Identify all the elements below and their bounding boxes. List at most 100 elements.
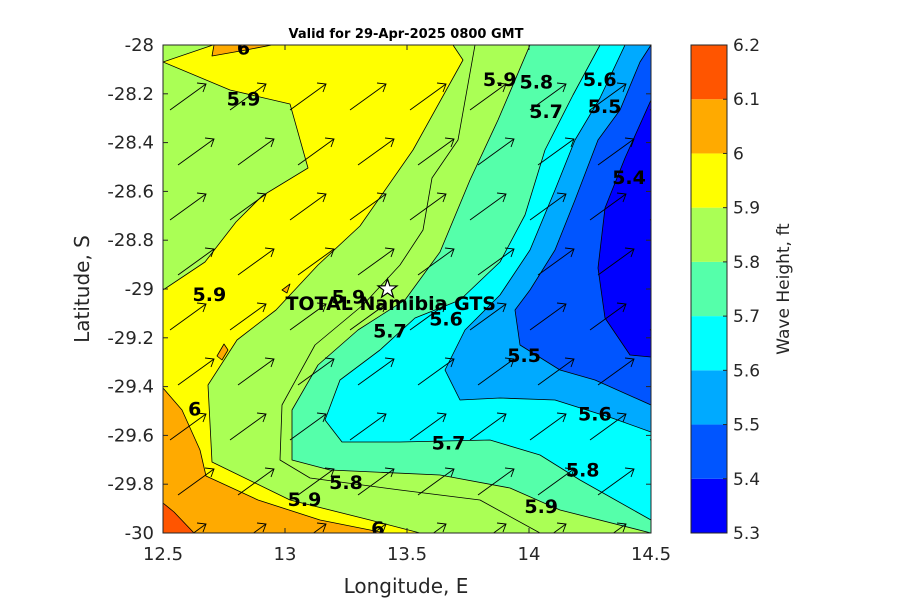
contour-label: 5.8 <box>566 460 600 482</box>
wave-direction-arrow <box>297 138 335 166</box>
colorbar-tick-label: 5.5 <box>733 416 760 436</box>
wave-direction-arrow <box>477 358 515 386</box>
y-tick-label: -28.4 <box>107 133 154 154</box>
colorbar-band <box>691 99 727 154</box>
x-tick-label: 14 <box>518 544 541 565</box>
contour-label: 5.7 <box>432 433 466 455</box>
wave-direction-arrow <box>477 248 515 276</box>
wave-direction-arrowhead <box>264 247 275 258</box>
colorbar-tick-label: 6.1 <box>733 90 760 110</box>
wave-direction-arrow <box>589 83 627 111</box>
y-tick-label: -29.6 <box>107 425 154 446</box>
wave-direction-arrowhead <box>256 412 267 423</box>
plot-area: 65.95.9 5.85.75.65.55.45.9 5.95.75.65.56 5.… <box>163 45 651 540</box>
x-axis-ticks: 12.5 13 13.5 14 14.5 <box>143 45 671 565</box>
station-star-icon <box>376 277 399 299</box>
wave-direction-arrowhead <box>264 357 275 368</box>
wave-direction-arrow <box>229 83 267 111</box>
wave-direction-arrow <box>409 413 447 441</box>
wave-direction-arrow <box>237 248 275 276</box>
wave-direction-arrowhead <box>496 302 507 313</box>
wave-direction-arrowhead <box>324 357 335 368</box>
wave-direction-arrowhead <box>316 302 327 313</box>
wave-direction-arrow <box>589 303 627 331</box>
wave-direction-arrowhead <box>256 302 267 313</box>
wave-direction-arrowhead <box>384 137 395 148</box>
contour-fills <box>163 45 651 533</box>
wave-direction-arrow <box>612 523 627 533</box>
wave-direction-arrowhead <box>264 137 275 148</box>
wave-direction-arrow <box>229 303 267 331</box>
wave-direction-arrowhead <box>444 137 455 148</box>
wave-direction-arrow <box>477 468 515 496</box>
wave-direction-arrowhead <box>196 412 207 423</box>
region-5-3-to-5-4 <box>597 99 651 358</box>
colorbar-tick-label: 6 <box>733 144 744 164</box>
x-tick-label: 13.5 <box>387 544 427 565</box>
wave-direction-arrow <box>597 138 635 166</box>
wave-direction-arrowhead <box>504 467 515 478</box>
wave-direction-arrow <box>552 523 567 533</box>
wave-direction-arrows <box>169 82 651 533</box>
wave-direction-arrow <box>169 413 207 441</box>
wave-direction-arrow <box>289 193 327 221</box>
wave-direction-arrowhead <box>204 137 215 148</box>
wave-direction-arrow <box>432 523 447 533</box>
wave-direction-arrow <box>349 413 387 441</box>
wave-direction-arrow <box>469 413 507 441</box>
wave-direction-arrow <box>409 303 447 331</box>
colorbar-tick-label: 5.8 <box>733 253 760 273</box>
wave-direction-arrowhead <box>376 412 387 423</box>
wave-direction-arrowhead <box>556 192 567 203</box>
wave-direction-arrow <box>417 248 455 276</box>
wave-direction-arrow <box>177 248 215 276</box>
contour-label: 5.9 <box>288 489 322 511</box>
wave-direction-arrowhead <box>436 412 447 423</box>
colorbar-frame <box>690 44 728 534</box>
y-tick-label: -28.2 <box>107 84 154 105</box>
colorbar-bands <box>691 45 727 533</box>
wave-direction-arrow <box>409 83 447 111</box>
contour-label: 5.7 <box>373 320 407 342</box>
contour-label: 5.7 <box>529 101 563 123</box>
wave-direction-arrowhead <box>376 192 387 203</box>
wave-direction-arrowhead <box>504 137 515 148</box>
wave-direction-arrowhead <box>384 357 395 368</box>
contour-label: 5.6 <box>429 308 463 330</box>
wave-direction-arrowhead <box>256 522 267 533</box>
colorbar-band <box>691 261 727 317</box>
wave-direction-arrow <box>237 138 275 166</box>
wave-direction-arrowhead <box>256 82 267 93</box>
wave-direction-arrowhead <box>504 357 515 368</box>
contour-label: 6 <box>371 518 384 540</box>
wave-direction-arrowhead <box>624 137 635 148</box>
wave-direction-arrowhead <box>564 247 575 258</box>
contour-label: 6 <box>188 399 201 421</box>
contour-label: 5.9 <box>193 284 227 306</box>
wave-direction-arrow <box>372 523 387 533</box>
wave-direction-arrow <box>237 468 275 496</box>
colorbar-band <box>691 478 727 533</box>
region-6-0-to-6-1-southwest <box>163 387 386 533</box>
wave-direction-arrowhead <box>496 522 507 533</box>
wave-direction-arrowhead <box>624 357 635 368</box>
wave-direction-arrow <box>469 83 507 111</box>
y-tick-label: -30 <box>125 523 154 544</box>
wave-direction-arrow <box>529 303 567 331</box>
blob-south-west-a <box>216 343 229 361</box>
wave-direction-arrowhead <box>264 467 275 478</box>
region-6-0-to-6-1-north <box>211 45 273 57</box>
colorbar-tick-label: 6.2 <box>733 36 760 56</box>
contour-label: 5.9 <box>483 69 517 91</box>
wave-direction-arrowhead <box>384 247 395 258</box>
wave-direction-arrow <box>597 468 635 496</box>
wave-direction-arrowhead <box>616 82 627 93</box>
wave-direction-arrowhead <box>436 192 447 203</box>
wave-direction-arrow <box>312 523 327 533</box>
wave-direction-arrow <box>477 138 515 166</box>
wave-direction-arrowhead <box>376 82 387 93</box>
wave-direction-arrowhead <box>496 412 507 423</box>
wave-direction-arrowhead <box>316 192 327 203</box>
colorbar-band <box>691 207 727 262</box>
contour-label: 5.8 <box>329 472 363 494</box>
